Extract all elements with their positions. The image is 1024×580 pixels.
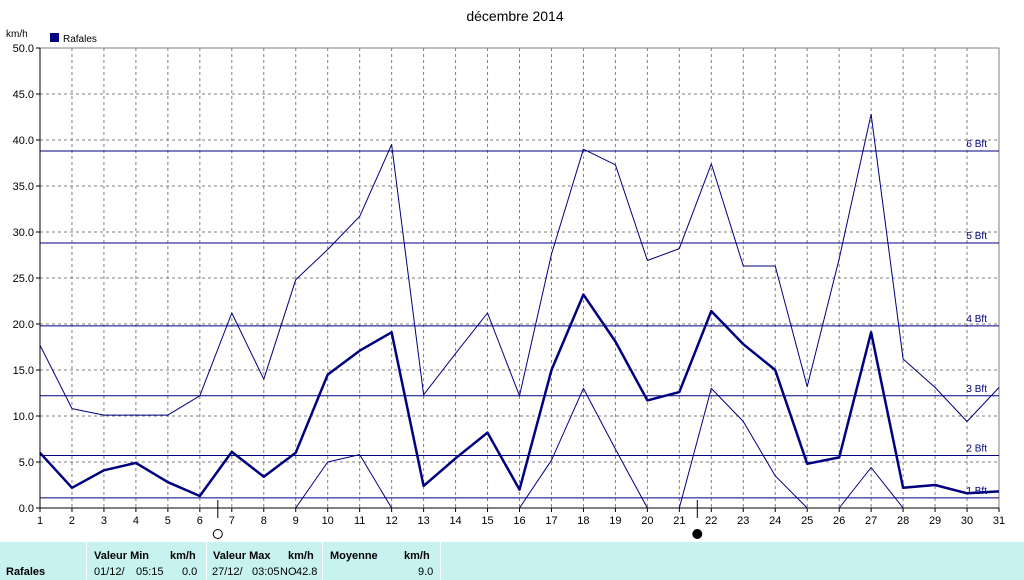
- x-tick-label: 12: [386, 515, 398, 527]
- beaufort-label: 3 Bft: [966, 384, 987, 395]
- y-tick-label: 50.0: [13, 43, 34, 55]
- max-direction: NO: [280, 566, 297, 578]
- x-tick-label: 31: [993, 515, 1005, 527]
- min-unit: km/h: [170, 550, 196, 562]
- min-date: 01/12/: [94, 566, 125, 578]
- min-value: 0.0: [182, 566, 198, 578]
- x-tick-label: 9: [293, 515, 299, 527]
- beaufort-label: 4 Bft: [966, 314, 987, 325]
- x-tick-label: 24: [769, 515, 781, 527]
- min-time: 05:15: [136, 566, 164, 578]
- x-tick-label: 10: [322, 515, 334, 527]
- beaufort-label: 2 Bft: [966, 444, 987, 455]
- x-tick-label: 6: [197, 515, 203, 527]
- x-tick-label: 4: [133, 515, 139, 527]
- x-tick-label: 2: [69, 515, 75, 527]
- legend-swatch: [50, 33, 59, 42]
- min-header: Valeur Min: [94, 550, 150, 562]
- x-tick-label: 7: [229, 515, 235, 527]
- moon-full-icon: [212, 529, 223, 539]
- max-header: Valeur Max: [213, 550, 271, 562]
- series-line-mean: [39, 293, 1000, 498]
- y-axis-label: km/h: [6, 29, 28, 40]
- x-tick-label: 5: [165, 515, 171, 527]
- x-tick-label: 19: [609, 515, 621, 527]
- series-line-max: [39, 113, 1000, 422]
- avg-unit: km/h: [404, 550, 430, 562]
- x-tick-label: 8: [261, 515, 267, 527]
- y-tick-label: 25.0: [13, 273, 34, 285]
- stats-table: Rafales Valeur Min km/h 01/12/ 05:15 0.0…: [0, 542, 1024, 580]
- x-tick-label: 13: [417, 515, 429, 527]
- avg-header: Moyenne: [330, 550, 378, 562]
- legend-label: Rafales: [63, 34, 97, 45]
- avg-value: 9.0: [418, 566, 434, 578]
- x-tick-label: 22: [705, 515, 717, 527]
- chart-title: décembre 2014: [466, 8, 564, 24]
- x-tick-label: 3: [101, 515, 107, 527]
- chart: décembre 2014 km/h Rafales 1 Bft 2 Bft 3 B…: [6, 8, 1005, 539]
- y-tick-label: 35.0: [13, 181, 34, 193]
- beaufort-label: 1 Bft: [966, 486, 987, 497]
- x-tick-label: 15: [481, 515, 493, 527]
- y-tick-label: 45.0: [13, 89, 34, 101]
- y-tick-label: 40.0: [13, 135, 34, 147]
- x-tick-label: 25: [801, 515, 813, 527]
- beaufort-label: 6 Bft: [966, 139, 987, 150]
- series-line-min: [295, 454, 393, 509]
- x-tick-label: 30: [961, 515, 973, 527]
- y-tick-label: 15.0: [13, 365, 34, 377]
- x-tick-label: 29: [929, 515, 941, 527]
- x-tick-label: 11: [354, 515, 365, 527]
- x-tick-label: 14: [449, 515, 461, 527]
- y-tick-label: 20.0: [13, 319, 34, 331]
- moon-new-icon: [692, 529, 703, 539]
- x-tick-label: 20: [641, 515, 653, 527]
- stats-row-label: Rafales: [6, 566, 46, 578]
- series-line-min: [519, 387, 904, 509]
- x-tick-label: 16: [513, 515, 525, 527]
- y-tick-label: 5.0: [19, 457, 34, 469]
- x-tick-label: 18: [577, 515, 589, 527]
- y-tick-label: 10.0: [13, 411, 34, 423]
- x-tick-label: 26: [833, 515, 845, 527]
- y-tick-label: 0.0: [19, 503, 34, 515]
- max-time: 03:05: [252, 566, 280, 578]
- x-tick-label: 28: [897, 515, 909, 527]
- max-value: 42.8: [296, 566, 318, 578]
- max-unit: km/h: [288, 550, 314, 562]
- x-tick-label: 21: [673, 515, 685, 527]
- x-tick-label: 27: [865, 515, 877, 527]
- max-date: 27/12/: [212, 566, 243, 578]
- x-tick-label: 23: [737, 515, 749, 527]
- x-tick-label: 1: [37, 515, 43, 527]
- x-tick-label: 17: [545, 515, 557, 527]
- beaufort-label: 5 Bft: [966, 231, 987, 242]
- y-tick-label: 30.0: [13, 227, 34, 239]
